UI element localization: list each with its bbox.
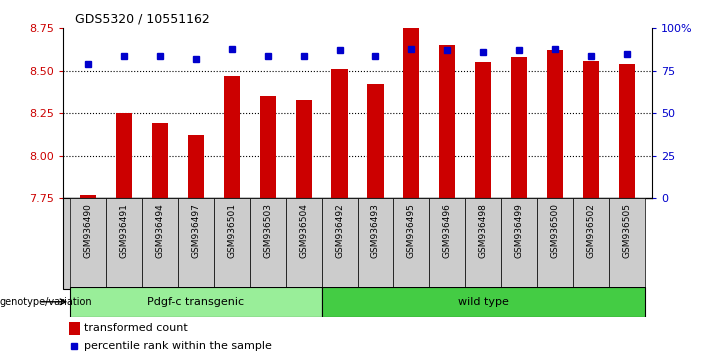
Bar (188, 135, 204, 198)
Text: GSM936505: GSM936505 (622, 203, 632, 258)
Bar (116, 113, 132, 198)
Text: GSM936501: GSM936501 (227, 203, 236, 258)
Bar (250, 198, 286, 289)
Bar (224, 76, 240, 198)
Text: GSM936496: GSM936496 (443, 203, 451, 258)
Text: Pdgf-c transgenic: Pdgf-c transgenic (147, 297, 245, 307)
Bar (475, 62, 491, 198)
Text: GSM936500: GSM936500 (550, 203, 559, 258)
Bar (286, 198, 322, 289)
Bar (429, 198, 465, 289)
Bar (619, 64, 635, 198)
Bar (511, 57, 527, 198)
Text: genotype/variation: genotype/variation (0, 297, 93, 307)
Bar (501, 198, 537, 289)
Text: percentile rank within the sample: percentile rank within the sample (83, 341, 271, 351)
Text: transformed count: transformed count (83, 323, 187, 333)
Text: GSM936503: GSM936503 (264, 203, 272, 258)
Bar (69, 322, 80, 335)
Text: GSM936493: GSM936493 (371, 203, 380, 258)
Bar (547, 50, 563, 198)
Text: GSM936498: GSM936498 (479, 203, 488, 258)
Bar (296, 100, 312, 198)
Bar (403, 28, 419, 198)
Bar (367, 84, 383, 198)
Bar (358, 198, 393, 289)
Bar (583, 61, 599, 198)
Bar (214, 198, 250, 289)
Bar (70, 198, 106, 289)
Bar (537, 198, 573, 289)
Bar (322, 287, 645, 317)
Text: GSM936504: GSM936504 (299, 203, 308, 258)
Bar (465, 198, 501, 289)
Bar (609, 198, 645, 289)
Text: GSM936497: GSM936497 (191, 203, 200, 258)
Bar (322, 198, 358, 289)
Bar (70, 287, 322, 317)
Text: GDS5320 / 10551162: GDS5320 / 10551162 (75, 13, 210, 26)
Bar (440, 45, 456, 198)
Bar (573, 198, 609, 289)
Bar (332, 69, 348, 198)
Text: GSM936491: GSM936491 (120, 203, 128, 258)
Text: wild type: wild type (458, 297, 509, 307)
Bar (106, 198, 142, 289)
Bar (80, 195, 96, 198)
Text: GSM936492: GSM936492 (335, 203, 344, 257)
Bar (152, 124, 168, 198)
Text: GSM936502: GSM936502 (587, 203, 595, 258)
Text: GSM936494: GSM936494 (156, 203, 165, 257)
Text: GSM936499: GSM936499 (515, 203, 524, 258)
Bar (178, 198, 214, 289)
Text: GSM936495: GSM936495 (407, 203, 416, 258)
Bar (393, 198, 429, 289)
Bar (142, 198, 178, 289)
Bar (259, 96, 275, 198)
Text: GSM936490: GSM936490 (83, 203, 93, 258)
